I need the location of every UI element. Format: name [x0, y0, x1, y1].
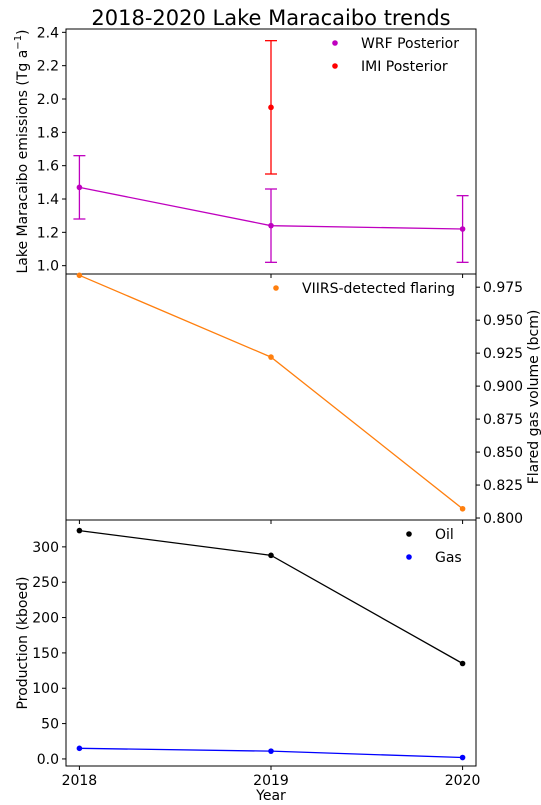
y-axis-label: Flared gas volume (bcm) — [526, 310, 541, 485]
y-tick-label: 2.4 — [37, 25, 59, 41]
data-point — [268, 748, 274, 754]
series-oil: Oil — [76, 527, 466, 667]
y-tick-label: 1.8 — [37, 125, 59, 141]
series-imi-posterior: IMI Posterior — [265, 40, 448, 175]
x-tick-label: 2018 — [62, 773, 98, 789]
data-point — [268, 552, 274, 559]
legend-marker — [332, 40, 338, 46]
y-tick-label: 0.900 — [483, 379, 523, 395]
data-point — [76, 184, 83, 191]
data-point — [459, 226, 466, 232]
legend-label: Gas — [435, 550, 462, 566]
y-tick-label: 1.0 — [37, 259, 59, 275]
data-point — [459, 505, 466, 512]
legend-marker — [406, 531, 412, 537]
panel-production: 0.0 50 100 150 200 250 300 2018 2019 2020 Producti… — [15, 519, 481, 804]
y-tick-label: 2.2 — [37, 59, 59, 75]
panel-frame — [65, 273, 477, 521]
y-axis-label-main: Lake Maracaibo emissions (Tg a — [15, 50, 31, 274]
y-tick-label: 0.0 — [37, 752, 59, 768]
data-point — [76, 745, 83, 752]
panel-flaring: 0.800 0.825 0.850 0.875 0.900 0.925 0.950 0.975… — [65, 272, 541, 527]
legend-label: IMI Posterior — [361, 59, 448, 75]
data-point — [76, 527, 83, 534]
y-tick-label: 1.2 — [37, 225, 59, 241]
data-point — [268, 222, 274, 229]
panels: 1.0 1.2 1.4 1.6 1.8 2.0 2.2 2.4 Lake Maracaibo e… — [13, 25, 541, 804]
x-tick-label: 2020 — [445, 773, 481, 789]
y-axis-label: Lake Maracaibo emissions (Tg a−1) — [13, 29, 31, 273]
data-point — [76, 272, 83, 279]
y-axis-label-end: ) — [15, 29, 31, 34]
y-tick-label: 1.4 — [37, 192, 59, 208]
series-wrf-posterior: WRF Posterior — [73, 36, 469, 263]
legend-marker — [406, 554, 412, 560]
y-tick-label: 300 — [32, 540, 59, 556]
y-tick-label: 0.950 — [483, 313, 523, 329]
data-point — [268, 354, 274, 360]
data-point — [459, 660, 466, 667]
y-axis-label-sup: −1 — [13, 35, 24, 50]
legend-marker — [332, 63, 338, 69]
series-line — [79, 274, 463, 510]
x-tick-label: 2019 — [253, 773, 289, 789]
y-tick-label: 150 — [32, 646, 59, 662]
y-tick-label: 200 — [32, 611, 59, 627]
data-point — [268, 104, 274, 111]
y-axis-label: Production (kboed) — [15, 577, 31, 710]
legend-label: VIIRS-detected flaring — [302, 281, 455, 297]
series-line — [79, 529, 463, 665]
series-gas: Gas — [76, 550, 466, 761]
y-tick-label: 250 — [32, 575, 59, 591]
x-axis-label: Year — [255, 788, 286, 804]
legend-marker — [273, 285, 279, 291]
y-tick-label: 0.925 — [483, 346, 523, 362]
y-tick-label: 0.825 — [483, 478, 523, 494]
legend-label: Oil — [435, 527, 454, 543]
y-tick-label: 100 — [32, 681, 59, 697]
chart-title: 2018-2020 Lake Maracaibo trends — [91, 6, 450, 30]
y-tick-label: 1.6 — [37, 159, 59, 175]
y-tick-label: 0.800 — [483, 511, 523, 527]
y-axis-label-main: Production (kboed) — [15, 577, 31, 710]
y-tick-label: 0.975 — [483, 280, 523, 296]
series-viirs-detected-flaring: VIIRS-detected flaring — [76, 272, 466, 512]
data-point — [459, 754, 466, 761]
y-tick-label: 2.0 — [37, 92, 59, 108]
y-tick-label: 50 — [41, 717, 59, 733]
y-tick-label: 0.850 — [483, 445, 523, 461]
legend-label: WRF Posterior — [361, 36, 459, 52]
panel-emissions: 1.0 1.2 1.4 1.6 1.8 2.0 2.2 2.4 Lake Maracaibo e… — [13, 25, 477, 278]
y-tick-label: 0.875 — [483, 412, 523, 428]
